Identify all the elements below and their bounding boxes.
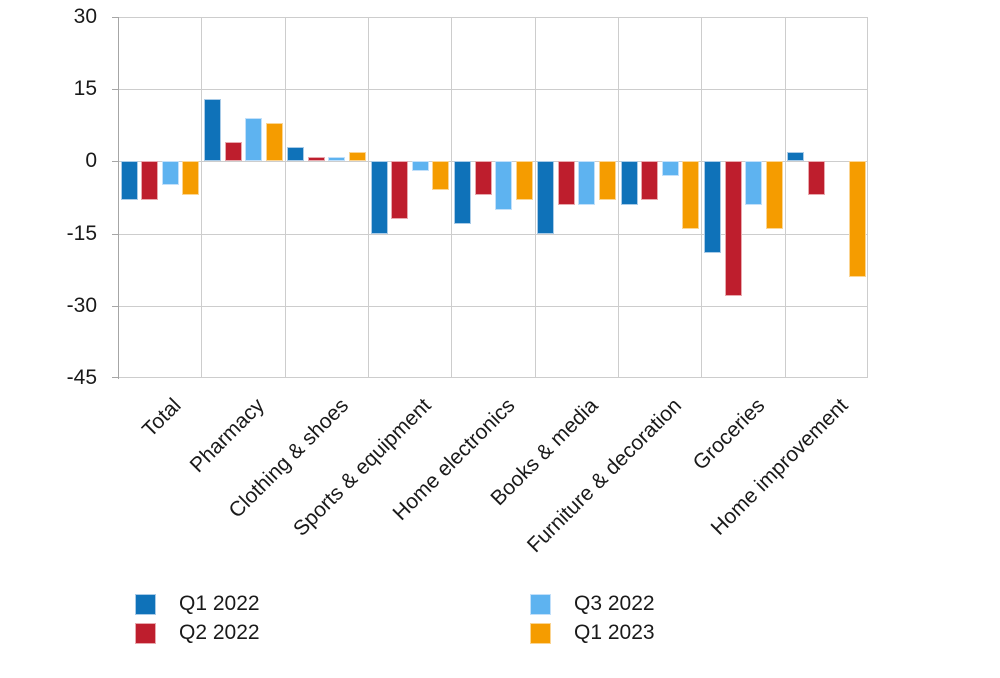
y-axis-tick <box>112 161 118 163</box>
x-category-label-text: Total <box>138 394 186 442</box>
legend: Q1 2022 Q2 2022 Q3 2022 Q1 2023 <box>0 592 1000 655</box>
y-tick-label: 30 <box>73 5 97 28</box>
gridline-v <box>285 17 286 378</box>
legend-item-q2-2022: Q2 2022 <box>135 621 260 644</box>
legend-item-q1-2023: Q1 2023 <box>530 621 655 644</box>
y-tick-label: -15 <box>66 221 97 245</box>
legend-swatch-q1-2023 <box>530 622 551 644</box>
bar <box>578 161 596 205</box>
bar <box>349 151 367 162</box>
gridline-h <box>118 233 868 235</box>
gridline-h <box>118 305 868 307</box>
legend-column-left: Q1 2022 Q2 2022 <box>135 592 260 644</box>
gridline-v <box>368 17 369 378</box>
gridline-h <box>118 377 868 378</box>
bar <box>724 161 742 297</box>
bar <box>515 161 533 200</box>
legend-label-q1-2023: Q1 2023 <box>574 621 655 644</box>
legend-swatch-q1-2022 <box>135 593 156 615</box>
bar <box>265 122 283 162</box>
legend-item-q1-2022: Q1 2022 <box>135 592 260 615</box>
bar <box>141 161 159 200</box>
gridline-h <box>118 17 868 18</box>
bar <box>328 156 346 162</box>
bar <box>787 151 805 162</box>
plot-area <box>112 17 868 379</box>
x-category-label-text: Home improvement <box>706 394 853 540</box>
y-axis-tick <box>112 305 118 307</box>
y-tick-label: 0 <box>85 149 97 173</box>
legend-label-q3-2022: Q3 2022 <box>574 592 655 615</box>
x-category-label-text: Pharmacy <box>186 394 270 478</box>
bar <box>765 161 783 229</box>
y-axis-tick <box>112 233 118 235</box>
bar <box>245 118 263 162</box>
y-tick-label: 15 <box>73 77 97 101</box>
bar <box>203 98 221 162</box>
y-tick-label: -45 <box>66 366 97 389</box>
y-axis-line <box>118 17 119 379</box>
bar <box>182 161 200 196</box>
x-category-label-text: Sports & equipment <box>289 394 436 541</box>
bar <box>432 161 450 191</box>
bar <box>661 161 679 176</box>
bar <box>682 161 700 229</box>
legend-swatch-q2-2022 <box>135 622 156 644</box>
bar <box>620 161 638 205</box>
bar <box>224 142 242 162</box>
bar <box>120 161 138 200</box>
bar <box>849 161 867 277</box>
legend-column-right: Q3 2022 Q1 2023 <box>530 592 655 644</box>
legend-swatch-q3-2022 <box>530 593 551 615</box>
y-axis-tick <box>112 17 118 18</box>
legend-item-q3-2022: Q3 2022 <box>530 592 655 615</box>
x-category-label-text: Furniture & decoration <box>522 394 686 558</box>
bar <box>287 146 305 162</box>
gridline-h <box>118 161 868 163</box>
gridline-v <box>451 17 452 378</box>
gridline-v <box>201 17 202 378</box>
bar <box>495 161 513 210</box>
gridline-h <box>118 89 868 91</box>
bar <box>807 161 825 196</box>
bar <box>599 161 617 200</box>
bar <box>641 161 659 200</box>
gridline-v <box>618 17 619 378</box>
y-axis-tick <box>112 89 118 91</box>
bar <box>703 161 721 253</box>
legend-label-q1-2022: Q1 2022 <box>179 592 260 615</box>
bar <box>453 161 471 224</box>
gridline-v <box>535 17 536 378</box>
bar <box>411 161 429 172</box>
bar <box>370 161 388 234</box>
y-axis-tick <box>112 377 118 378</box>
bar <box>161 161 179 186</box>
gridline-v <box>867 17 868 378</box>
legend-label-q2-2022: Q2 2022 <box>179 621 260 644</box>
bar <box>307 156 325 162</box>
bar <box>557 161 575 205</box>
gridline-v <box>785 17 786 378</box>
y-tick-label: -30 <box>66 293 97 317</box>
bar <box>537 161 555 234</box>
bar <box>745 161 763 205</box>
x-category-label-text: Groceries <box>688 394 770 475</box>
gridline-v <box>701 17 702 378</box>
bar <box>474 161 492 196</box>
bar <box>391 161 409 220</box>
